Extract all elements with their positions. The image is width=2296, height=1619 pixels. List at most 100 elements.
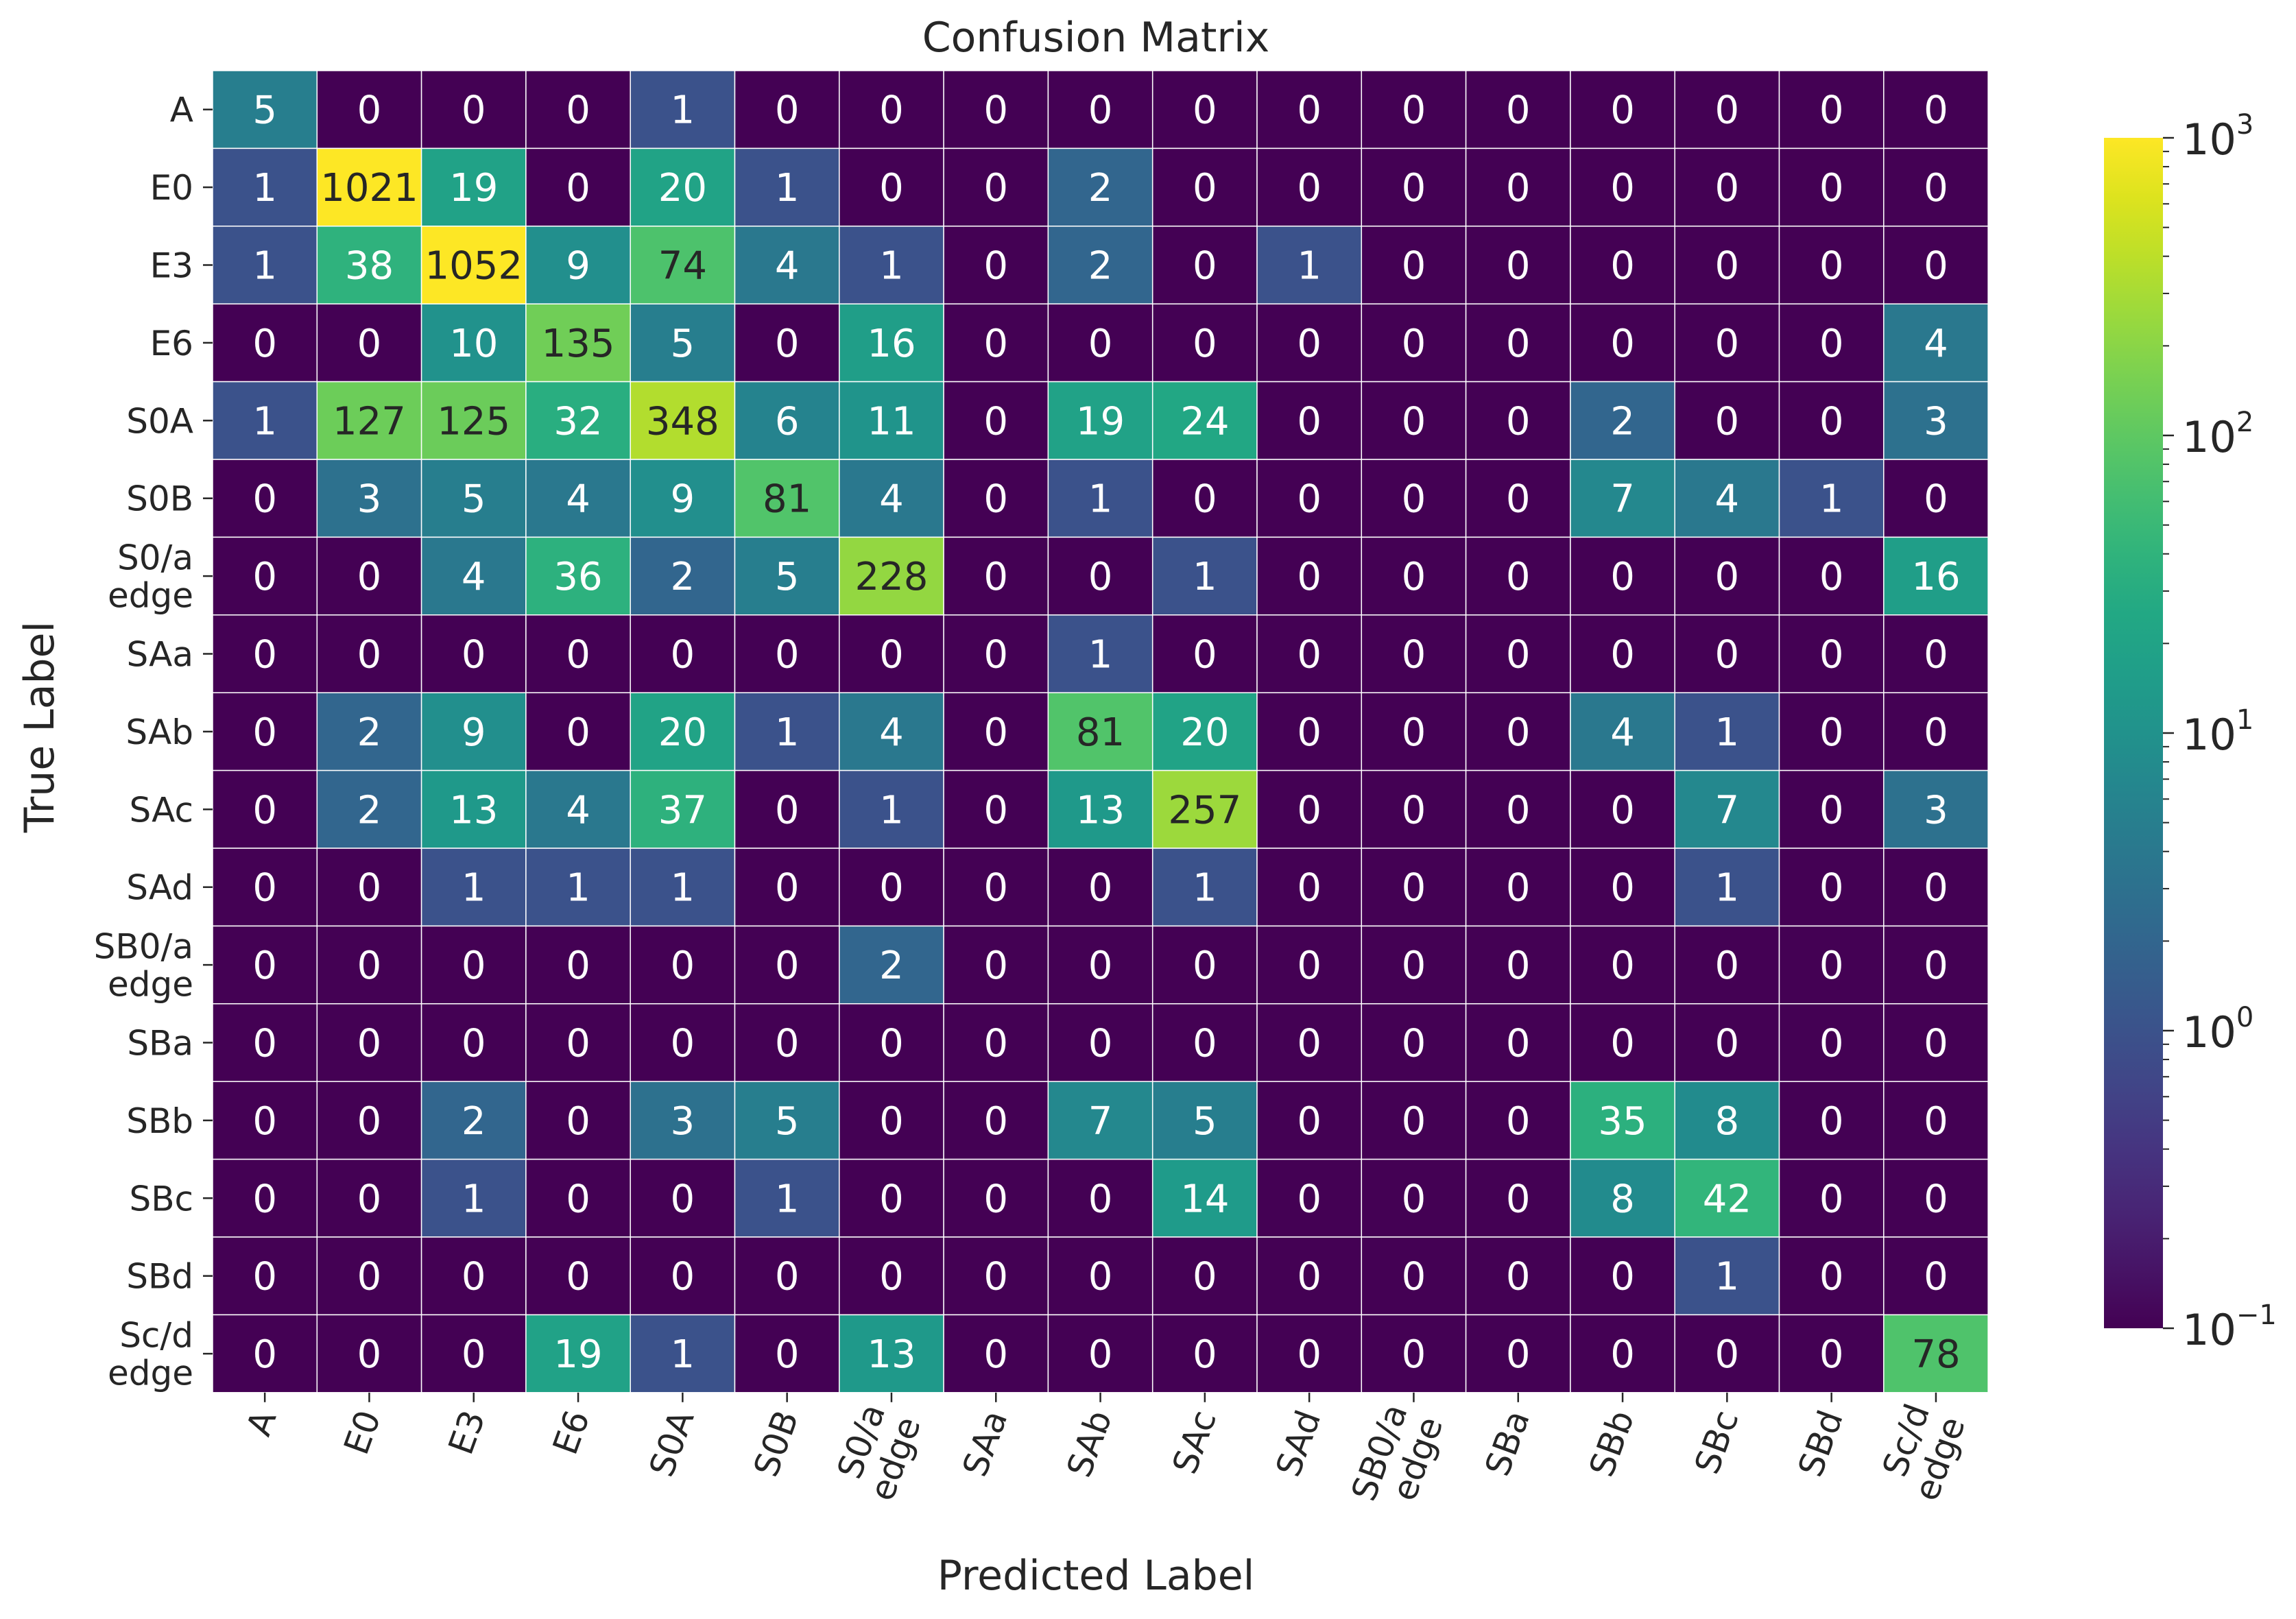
heatmap-cell bbox=[943, 1158, 1049, 1238]
heatmap-cell bbox=[1778, 614, 1885, 693]
heatmap-cell bbox=[1883, 381, 1989, 460]
cell-value-label: 0 bbox=[671, 944, 695, 988]
cell-value-label: 0 bbox=[1506, 1099, 1531, 1144]
cell-value-label: 0 bbox=[1297, 166, 1322, 211]
heatmap-cell bbox=[1674, 925, 1780, 1005]
cell-value-label: 20 bbox=[1180, 710, 1229, 755]
heatmap-cell bbox=[1151, 1236, 1258, 1316]
cell-value-label: 0 bbox=[1506, 710, 1531, 755]
heatmap-cell bbox=[839, 459, 944, 538]
cell-value-label: 0 bbox=[1088, 1177, 1113, 1221]
cell-value-label: 2 bbox=[1088, 166, 1113, 211]
cell-value-label: 0 bbox=[1924, 166, 1948, 211]
cell-value-label: 1 bbox=[252, 166, 277, 211]
cell-value-label: 0 bbox=[775, 88, 800, 133]
cell-value-label: 7 bbox=[1088, 1099, 1113, 1144]
heatmap-cell bbox=[734, 1236, 840, 1316]
heatmap-cell bbox=[943, 1314, 1049, 1393]
cell-value-label: 0 bbox=[1819, 1022, 1844, 1066]
cell-value-label: 4 bbox=[1924, 322, 1948, 366]
cell-value-label: 0 bbox=[1506, 244, 1531, 289]
cell-value-label: 0 bbox=[252, 1099, 277, 1144]
cell-value-label: 0 bbox=[1297, 944, 1322, 988]
heatmap-cell bbox=[1361, 614, 1467, 693]
cell-value-label: 0 bbox=[1924, 1022, 1948, 1066]
heatmap-cell bbox=[1674, 614, 1780, 693]
heatmap-cell bbox=[1778, 303, 1885, 383]
cell-value-label: 0 bbox=[1610, 788, 1635, 832]
cell-value-label: 0 bbox=[1506, 322, 1531, 366]
heatmap-cell bbox=[420, 536, 527, 616]
cell-value-label: 0 bbox=[1193, 166, 1217, 211]
cell-value-label: 0 bbox=[1088, 88, 1113, 133]
heatmap-cell bbox=[316, 70, 422, 149]
x-tick-label: E0 bbox=[336, 1405, 388, 1459]
heatmap-cell bbox=[630, 226, 736, 304]
cell-value-label: 3 bbox=[357, 477, 382, 522]
cell-value-label: 0 bbox=[775, 322, 800, 366]
cell-value-label: 0 bbox=[1402, 944, 1426, 988]
heatmap-cell bbox=[316, 226, 422, 304]
cell-value-label: 0 bbox=[1610, 244, 1635, 289]
cell-value-label: 0 bbox=[1610, 1022, 1635, 1066]
cell-value-label: 0 bbox=[983, 399, 1008, 444]
cell-value-label: 9 bbox=[566, 244, 590, 289]
heatmap-cell bbox=[1047, 692, 1153, 771]
x-tick-label: Sc/dedge bbox=[1871, 1399, 1973, 1506]
cell-value-label: 0 bbox=[1506, 88, 1531, 133]
heatmap-cell bbox=[1465, 1158, 1571, 1238]
cell-value-label: 0 bbox=[1610, 1332, 1635, 1377]
cell-value-label: 2 bbox=[1088, 244, 1113, 289]
heatmap-cell bbox=[839, 1158, 944, 1238]
heatmap-cell bbox=[212, 1003, 318, 1082]
cell-value-label: 0 bbox=[1088, 322, 1113, 366]
cell-value-label: 0 bbox=[1924, 866, 1948, 911]
cell-value-label: 0 bbox=[1506, 944, 1531, 988]
cell-value-label: 0 bbox=[879, 1177, 904, 1221]
cell-value-label: 2 bbox=[671, 555, 695, 599]
heatmap-cell bbox=[1256, 692, 1363, 771]
cell-value-label: 8 bbox=[1715, 1099, 1740, 1144]
heatmap-cell bbox=[1047, 1158, 1153, 1238]
cell-value-label: 74 bbox=[658, 244, 707, 289]
cell-value-label: 3 bbox=[1924, 399, 1948, 444]
heatmap-cell bbox=[734, 1158, 840, 1238]
heatmap-cell bbox=[1778, 1003, 1885, 1082]
heatmap-cell bbox=[839, 692, 944, 771]
heatmap-cell bbox=[1256, 769, 1363, 849]
heatmap-cell bbox=[734, 147, 840, 227]
heatmap-cell bbox=[943, 536, 1049, 616]
heatmap-cell bbox=[1361, 1158, 1467, 1238]
cell-value-label: 0 bbox=[1297, 710, 1322, 755]
heatmap-cell bbox=[1047, 848, 1153, 927]
heatmap-cell bbox=[943, 848, 1049, 927]
cell-value-label: 1 bbox=[1088, 633, 1113, 677]
heatmap-cell bbox=[839, 1081, 944, 1160]
cell-value-label: 0 bbox=[1506, 1255, 1531, 1299]
cell-value-label: 16 bbox=[1911, 555, 1960, 599]
cell-value-label: 0 bbox=[1819, 1099, 1844, 1144]
heatmap-cell bbox=[943, 769, 1049, 849]
cell-value-label: 2 bbox=[879, 944, 904, 988]
heatmap-cell bbox=[630, 848, 736, 927]
cell-value-label: 81 bbox=[763, 477, 811, 522]
cell-value-label: 0 bbox=[1088, 944, 1113, 988]
x-tick-label: SAa bbox=[955, 1405, 1016, 1481]
cell-value-label: 13 bbox=[867, 1332, 916, 1377]
heatmap-cell bbox=[839, 614, 944, 693]
heatmap-cell bbox=[1465, 769, 1571, 849]
y-tick-label: SAa bbox=[126, 635, 193, 675]
y-tick-label: S0/a edge bbox=[108, 538, 193, 616]
cell-value-label: 0 bbox=[252, 633, 277, 677]
cell-value-label: 0 bbox=[1402, 1332, 1426, 1377]
cell-value-label: 0 bbox=[983, 866, 1008, 911]
heatmap-cell bbox=[316, 459, 422, 538]
heatmap-cell bbox=[316, 147, 422, 227]
heatmap-cell bbox=[420, 459, 527, 538]
heatmap-cell bbox=[1570, 848, 1675, 927]
cell-value-label: 0 bbox=[1193, 1332, 1217, 1377]
heatmap-cell bbox=[1465, 614, 1571, 693]
cell-value-label: 5 bbox=[775, 1099, 800, 1144]
heatmap-cell bbox=[316, 303, 422, 383]
